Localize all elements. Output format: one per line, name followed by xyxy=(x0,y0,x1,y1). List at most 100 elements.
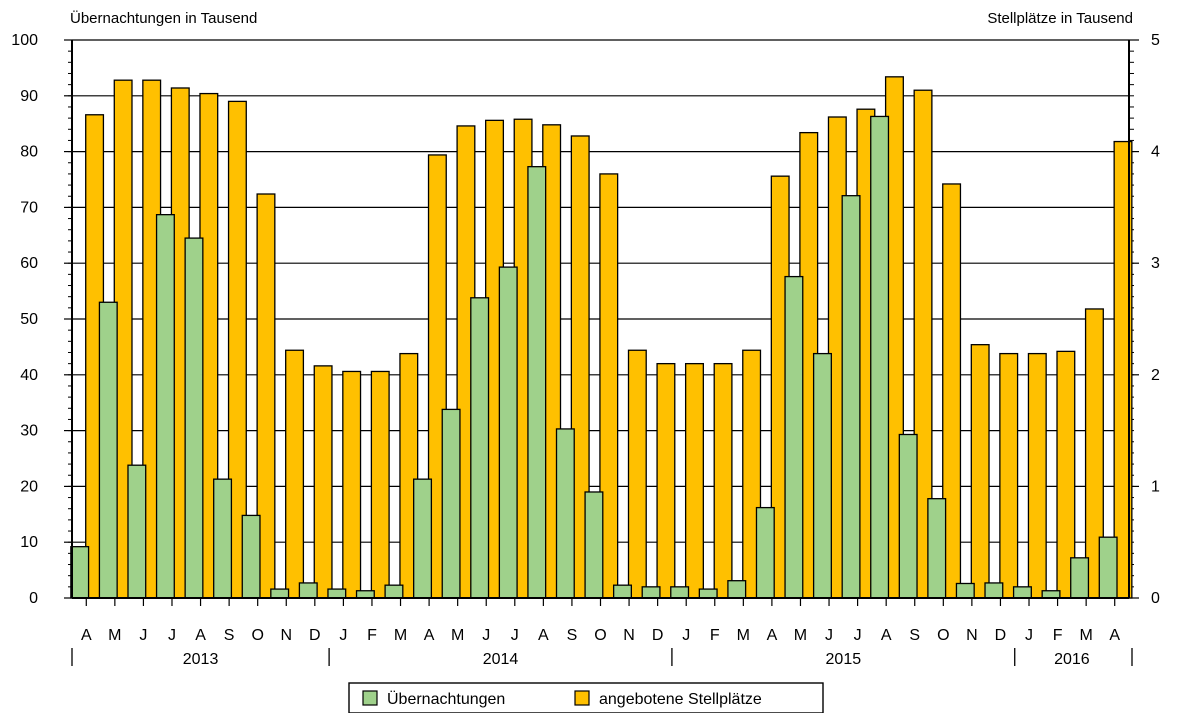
x-axis-tick-label: F xyxy=(1053,627,1063,644)
bar-uebernachtungen xyxy=(584,491,604,599)
bar-uebernachtungen xyxy=(155,214,175,599)
bar-uebernachtungen xyxy=(1070,557,1090,599)
left-axis-tick-label: 90 xyxy=(20,88,38,105)
bar-stellplaetze xyxy=(285,349,305,599)
bar-uebernachtungen xyxy=(870,115,890,599)
bar-uebernachtungen xyxy=(670,586,690,599)
x-axis-tick-label: M xyxy=(1079,627,1092,644)
left-axis-tick-label: 0 xyxy=(29,590,38,607)
right-axis-tick-label: 0 xyxy=(1151,590,1160,607)
x-axis-tick-label: O xyxy=(594,627,606,644)
left-axis-tick-label: 40 xyxy=(20,367,38,384)
bar-uebernachtungen xyxy=(812,352,832,599)
x-axis-tick-label: A xyxy=(538,627,549,644)
bar-uebernachtungen xyxy=(527,166,547,599)
x-axis-tick-label: J xyxy=(139,627,147,644)
x-axis-tick-label: J xyxy=(168,627,176,644)
bar-uebernachtungen xyxy=(727,580,747,599)
bar-uebernachtungen xyxy=(898,433,918,599)
bar-uebernachtungen xyxy=(1012,586,1032,599)
x-axis-tick-label: F xyxy=(710,627,720,644)
bar-uebernachtungen xyxy=(755,506,775,599)
x-axis-tick-label: J xyxy=(511,627,519,644)
bar-uebernachtungen xyxy=(470,297,490,599)
bar-uebernachtungen xyxy=(441,408,461,599)
x-axis-tick-label: J xyxy=(482,627,490,644)
left-axis-tick-label: 60 xyxy=(20,255,38,272)
x-axis-tick-label: J xyxy=(854,627,862,644)
x-axis-tick-label: N xyxy=(623,627,635,644)
year-label: 2014 xyxy=(483,651,519,668)
x-axis-tick-label: S xyxy=(224,627,235,644)
x-axis-tick-label: S xyxy=(567,627,578,644)
bar-stellplaetze xyxy=(970,344,990,599)
left-axis-tick-label: 20 xyxy=(20,478,38,495)
left-axis-tick-label: 30 xyxy=(20,423,38,440)
bar-stellplaetze xyxy=(1027,352,1047,599)
right-axis-tick-label: 3 xyxy=(1151,255,1160,272)
x-axis-tick-label: O xyxy=(251,627,263,644)
left-axis-tick-label: 50 xyxy=(20,311,38,328)
x-axis-tick-label: O xyxy=(937,627,949,644)
legend-swatch-stellplaetze xyxy=(574,690,590,706)
left-axis-tick-label: 100 xyxy=(11,32,38,49)
bar-stellplaetze xyxy=(684,362,704,599)
bar-uebernachtungen xyxy=(955,582,975,599)
bar-stellplaetze xyxy=(713,362,733,599)
right-axis-tick-label: 4 xyxy=(1151,144,1160,161)
bar-uebernachtungen xyxy=(184,237,204,599)
x-axis-tick-label: J xyxy=(1025,627,1033,644)
x-axis-tick-label: M xyxy=(737,627,750,644)
x-axis-tick-label: A xyxy=(424,627,435,644)
x-axis-tick-label: M xyxy=(451,627,464,644)
right-axis-title: Stellplätze in Tausend xyxy=(987,10,1133,27)
bar-stellplaetze xyxy=(656,362,676,599)
bar-uebernachtungen xyxy=(298,582,318,599)
bar-uebernachtungen xyxy=(1098,536,1118,599)
year-label: 2016 xyxy=(1054,651,1090,668)
x-axis-tick-label: A xyxy=(195,627,206,644)
x-axis-tick-label: J xyxy=(825,627,833,644)
bar-stellplaetze xyxy=(370,370,390,599)
legend-swatch-uebernachtungen xyxy=(362,690,378,706)
x-axis-tick-label: J xyxy=(339,627,347,644)
year-label: 2015 xyxy=(826,651,862,668)
bar-uebernachtungen xyxy=(612,584,633,599)
x-axis-tick-label: N xyxy=(966,627,978,644)
left-axis-tick-label: 70 xyxy=(20,199,38,216)
x-axis-tick-label: S xyxy=(909,627,920,644)
bar-uebernachtungen xyxy=(784,275,804,599)
bar-uebernachtungen xyxy=(213,478,233,599)
bar-uebernachtungen xyxy=(355,590,375,599)
bar-uebernachtungen xyxy=(270,588,290,599)
legend-label-uebernachtungen: Übernachtungen xyxy=(387,690,505,708)
bar-stellplaetze xyxy=(342,370,362,599)
year-label: 2013 xyxy=(183,651,219,668)
x-axis-tick-label: M xyxy=(108,627,121,644)
right-axis-tick-label: 5 xyxy=(1151,32,1160,49)
left-axis-tick-label: 80 xyxy=(20,144,38,161)
bar-uebernachtungen xyxy=(327,588,347,599)
bar-uebernachtungen xyxy=(927,498,947,599)
bar-stellplaetze xyxy=(627,349,647,599)
bar-uebernachtungen xyxy=(241,514,261,599)
bar-uebernachtungen xyxy=(555,428,575,599)
x-axis-tick-label: A xyxy=(881,627,892,644)
bar-uebernachtungen xyxy=(384,584,404,599)
x-axis-tick-label: N xyxy=(280,627,292,644)
right-axis-tick-label: 1 xyxy=(1151,478,1160,495)
x-axis-tick-label: A xyxy=(81,627,92,644)
bar-uebernachtungen xyxy=(127,464,147,599)
x-axis-tick-label: A xyxy=(767,627,778,644)
left-axis-tick-label: 10 xyxy=(20,534,38,551)
bar-uebernachtungen xyxy=(984,582,1004,599)
bar-uebernachtungen xyxy=(413,478,433,599)
legend-label-stellplaetze: angebotene Stellplätze xyxy=(599,691,762,708)
bar-uebernachtungen xyxy=(841,195,861,599)
x-axis-tick-label: A xyxy=(1109,627,1120,644)
x-axis-tick-label: J xyxy=(682,627,690,644)
bar-uebernachtungen xyxy=(698,588,718,599)
bar-stellplaetze xyxy=(313,365,333,599)
bar-uebernachtungen xyxy=(70,546,90,599)
